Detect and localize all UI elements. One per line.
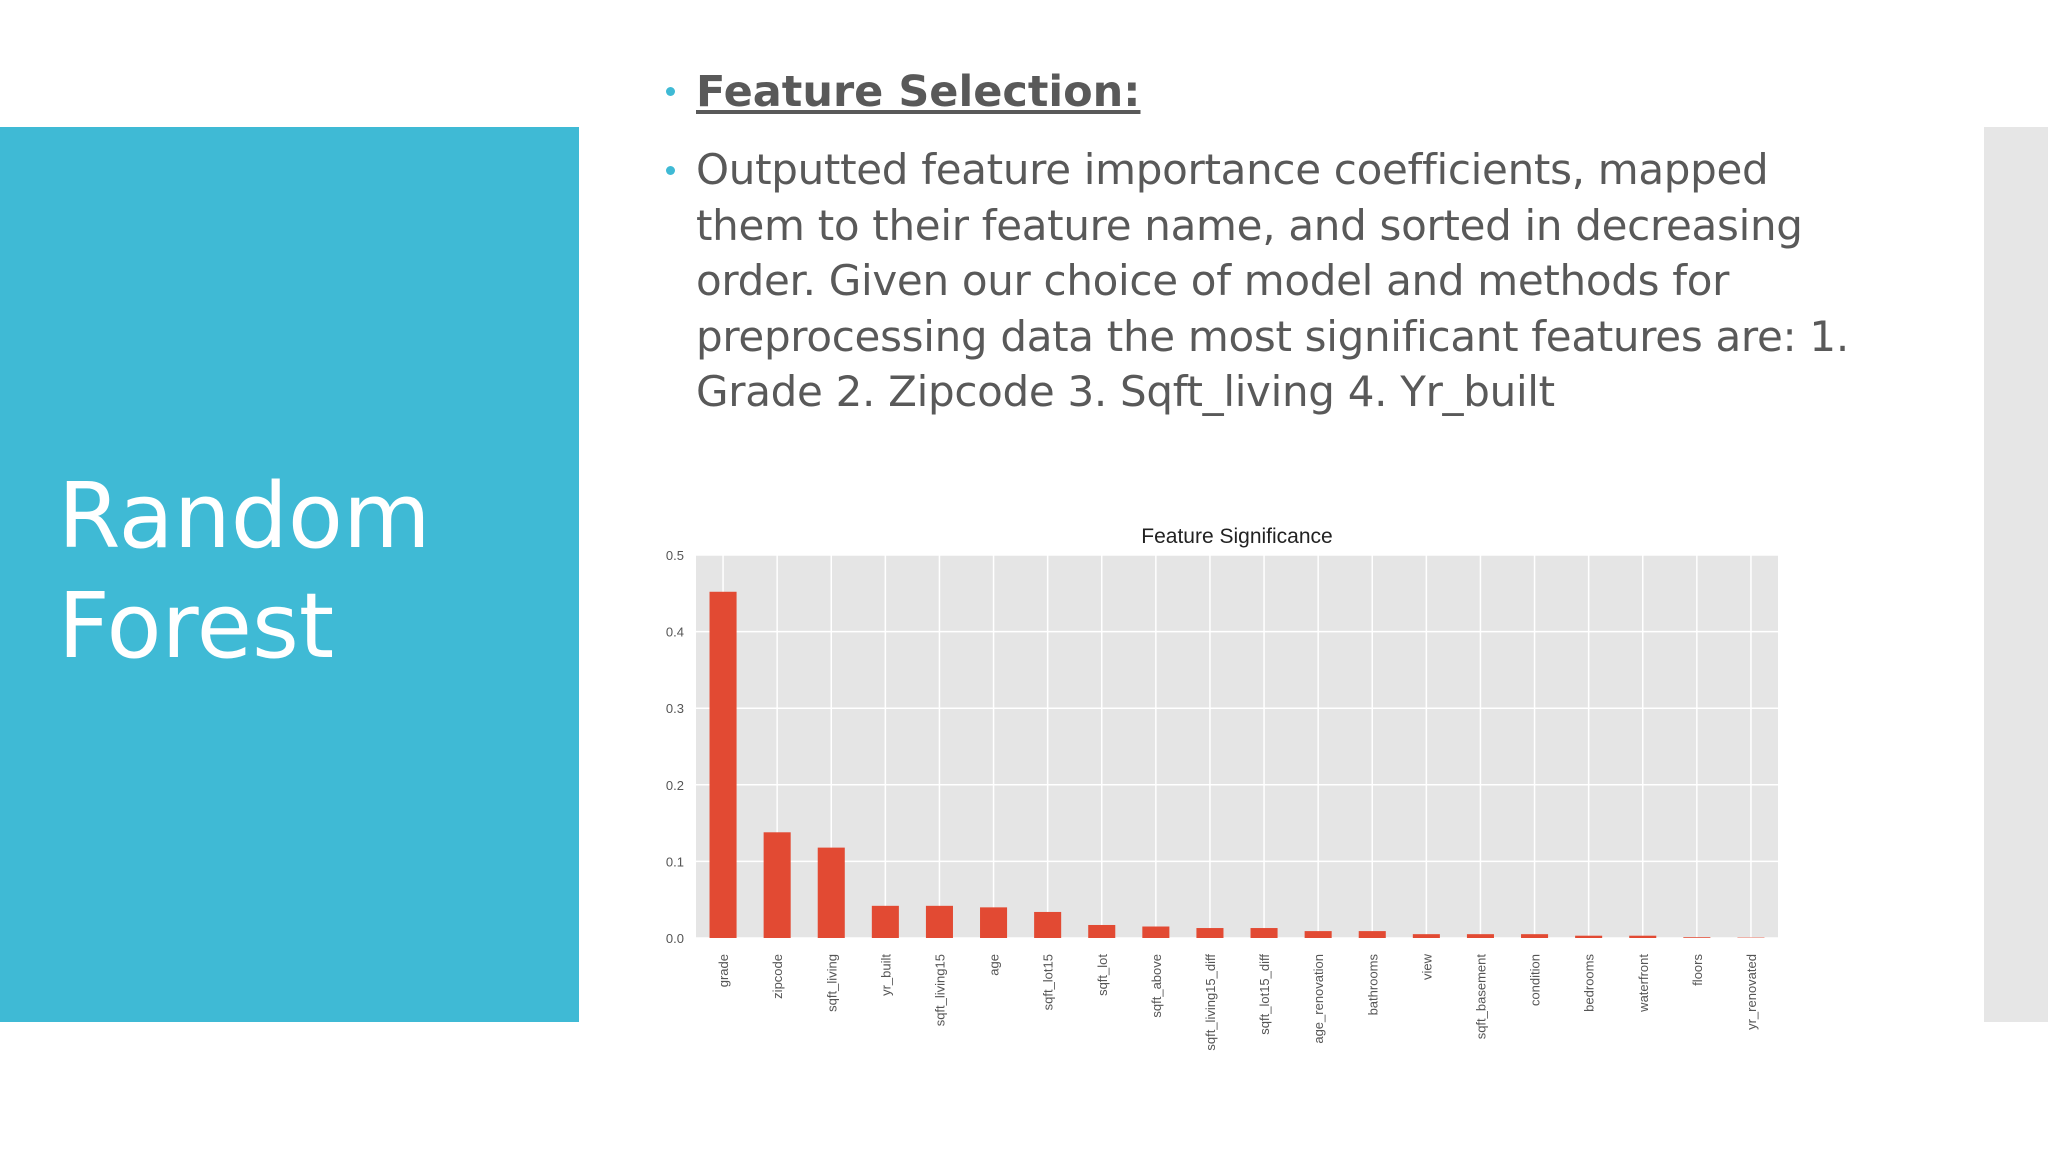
bar-sqft-lot (1088, 924, 1116, 938)
bullet-body-text: Outputted feature importance coefficient… (696, 145, 1849, 416)
bar-age-renovation (1304, 931, 1332, 938)
bar-view (1412, 934, 1440, 938)
x-tick-label: sqft_above (1149, 954, 1164, 1018)
plot-background (696, 555, 1778, 938)
x-tick-label: bathrooms (1365, 954, 1380, 1016)
bar-sqft-living15 (925, 905, 953, 938)
bar-sqft-above (1142, 926, 1170, 938)
bar-yr-built (871, 905, 899, 938)
right-decor-strip (1984, 127, 2048, 1022)
x-tick-label: sqft_lot (1095, 954, 1110, 996)
bar-bedrooms (1575, 935, 1603, 938)
x-tick-label: age (987, 954, 1002, 976)
bar-waterfront (1629, 935, 1657, 938)
bar-age (980, 907, 1008, 938)
x-tick-label: condition (1528, 954, 1543, 1006)
x-tick-label: floors (1690, 954, 1705, 986)
title-panel (0, 127, 579, 1022)
bullet-heading-text: Feature Selection: (696, 67, 1141, 117)
bar-bathrooms (1358, 931, 1386, 938)
x-tick-label: yr_renovated (1744, 954, 1759, 1030)
chart-title: Feature Significance (1141, 525, 1332, 548)
x-tick-label: view (1419, 953, 1434, 980)
bar-sqft-basement (1466, 934, 1494, 938)
y-tick-label: 0.1 (666, 854, 684, 869)
y-tick-label: 0.0 (666, 931, 684, 946)
y-tick-label: 0.4 (666, 625, 684, 640)
y-tick-label: 0.2 (666, 778, 684, 793)
x-tick-label: sqft_living15 (932, 954, 947, 1026)
bullet-body: Outputted feature importance coefficient… (664, 142, 1864, 420)
feature-significance-chart: 0.0 0.1 0.2 0.3 0.4 0.5 grade zipcode sqft_livin… (666, 525, 1778, 1051)
bullet-dot-icon (666, 166, 675, 175)
x-tick-label: yr_built (878, 954, 893, 996)
bar-sqft-living (817, 847, 845, 938)
x-tick-label: zipcode (770, 954, 785, 999)
x-tick-label: bedrooms (1582, 954, 1597, 1012)
x-tick-label: sqft_lot15_diff (1257, 954, 1272, 1035)
bar-grade (709, 591, 737, 938)
bar-sqft-lot15 (1034, 911, 1062, 938)
bar-sqft-lot15-diff (1250, 928, 1278, 938)
bar-sqft-living15-diff (1196, 928, 1224, 938)
x-tick-label: waterfront (1636, 954, 1651, 1013)
bar-zipcode (763, 832, 791, 938)
x-tick-label: sqft_lot15 (1041, 954, 1056, 1010)
slide-title: Random Forest (58, 464, 431, 679)
x-tick-label: sqft_living15_diff (1203, 954, 1218, 1051)
x-tick-label: age_renovation (1311, 954, 1326, 1044)
y-tick-label: 0.5 (666, 548, 684, 563)
bullet-list: Feature Selection: Outputted feature imp… (664, 62, 1864, 420)
x-tick-label: grade (716, 954, 731, 987)
bar-floors (1683, 937, 1711, 938)
bar-condition (1521, 934, 1549, 938)
x-tick-label: sqft_basement (1473, 954, 1488, 1040)
bullet-heading: Feature Selection: (664, 62, 1864, 142)
y-tick-label: 0.3 (666, 701, 684, 716)
bullet-dot-icon (666, 87, 675, 96)
x-tick-label: sqft_living (824, 954, 839, 1012)
